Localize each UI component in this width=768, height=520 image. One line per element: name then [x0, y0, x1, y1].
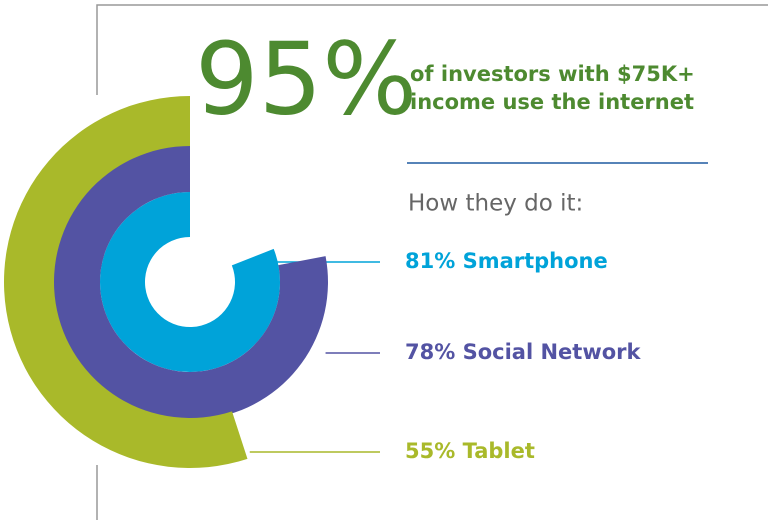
value-label: 55%: [405, 439, 455, 463]
frame: [96, 4, 768, 520]
subtitle: How they do it:: [408, 191, 583, 217]
value-label: 81%: [405, 249, 455, 273]
ring: [3, 95, 248, 469]
ring: [51, 144, 329, 420]
headline-text: of investors with $75K+: [410, 62, 695, 86]
category-label: Social Network: [463, 340, 642, 364]
category-label: Smartphone: [463, 249, 608, 273]
category-label: Tablet: [463, 439, 535, 463]
headline: 95%: [195, 20, 417, 137]
value-label: 78%: [405, 340, 455, 364]
headline-text: income use the internet: [410, 90, 694, 114]
data-label: 78% Social Network: [405, 340, 641, 364]
ring: [99, 192, 280, 372]
data-label: 55% Tablet: [405, 439, 535, 463]
data-label: 81% Smartphone: [405, 249, 608, 273]
